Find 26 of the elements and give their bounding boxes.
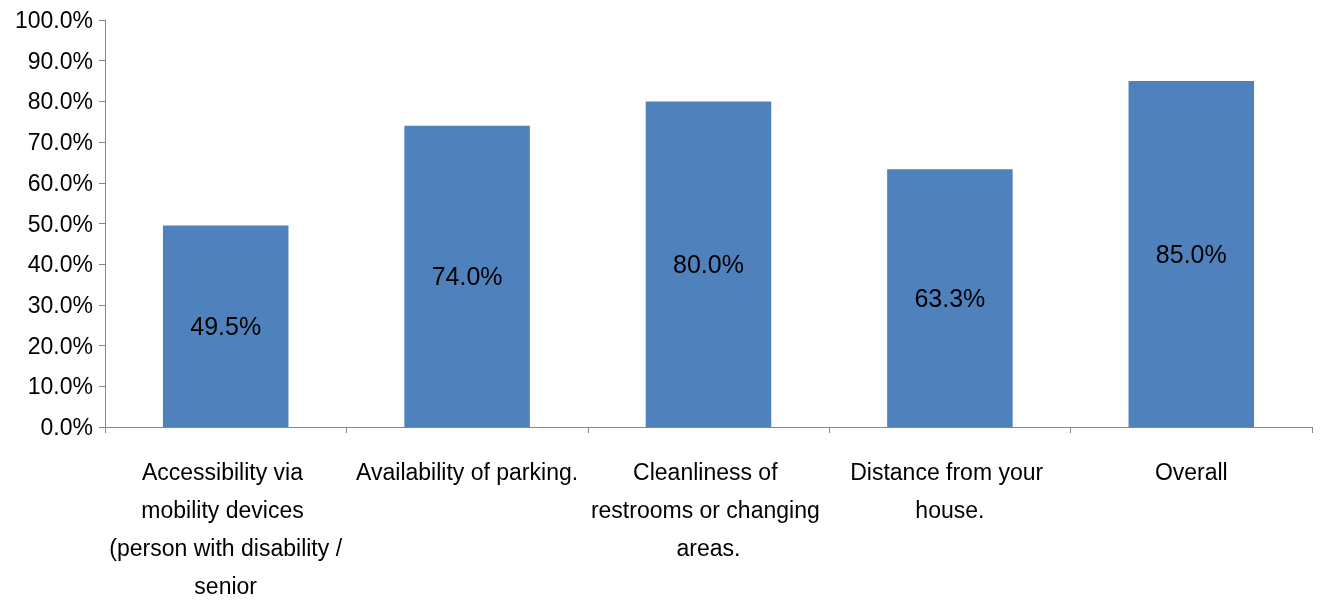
x-tick-label: Overall (1154, 459, 1228, 485)
y-tick-label: 30.0% (27, 291, 93, 318)
y-tick-label: 10.0% (27, 373, 93, 400)
bar (1128, 81, 1255, 427)
y-tick-label: 80.0% (27, 88, 93, 115)
bar (645, 101, 772, 427)
y-tick-label: 20.0% (27, 332, 93, 359)
bar (162, 225, 289, 427)
data-label: 49.5% (190, 312, 262, 341)
bar (404, 125, 530, 427)
bar (887, 169, 1013, 427)
x-tick-label: Accessibility via mobility devices (person with disability /senior (109, 459, 343, 599)
y-tick-label: 40.0% (27, 251, 93, 278)
data-label: 63.3% (914, 284, 986, 313)
y-tick-label: 50.0% (27, 210, 93, 237)
data-label: 74.0% (431, 262, 503, 291)
y-tick-label: 0.0% (40, 414, 93, 440)
x-tick-label: Availability of parking. (356, 459, 579, 485)
y-tick-label: 90.0% (27, 47, 93, 74)
x-tick-label: Cleanliness of restrooms or changing areas. (590, 459, 827, 561)
y-tick-label: 60.0% (27, 169, 93, 196)
x-tick-label: Distance from your house. (850, 459, 1050, 523)
data-label: 80.0% (673, 250, 744, 279)
data-label: 85.0% (1155, 240, 1227, 269)
y-tick-label: 70.0% (27, 129, 93, 156)
y-tick-label: 100.0% (14, 7, 93, 33)
